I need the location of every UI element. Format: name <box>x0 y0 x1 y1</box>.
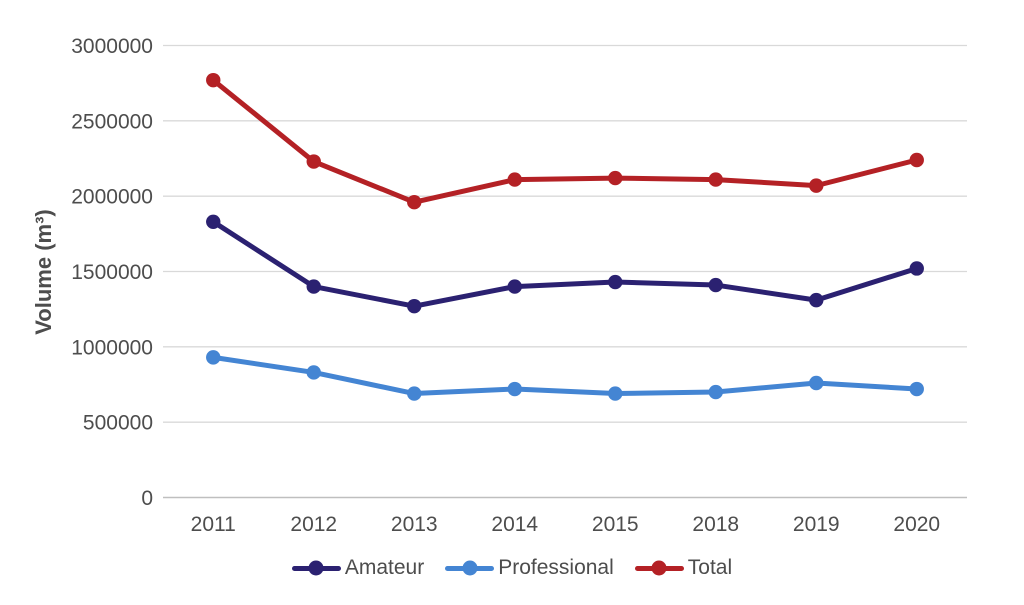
data-point-total <box>708 172 723 187</box>
data-point-professional <box>809 375 824 391</box>
x-tick-label: 2013 <box>391 513 438 536</box>
data-point-professional <box>909 381 924 397</box>
series-line-amateur <box>210 219 920 309</box>
y-tick-label: 2500000 <box>71 110 153 133</box>
y-tick-label: 3000000 <box>71 35 153 58</box>
data-point-professional <box>507 381 522 397</box>
data-point-total <box>608 170 623 186</box>
legend-marker-icon <box>291 560 341 576</box>
data-point-professional <box>306 365 321 380</box>
legend-label: Total <box>687 556 733 579</box>
series-line-total <box>210 77 920 205</box>
x-tick-label: 2019 <box>793 513 840 536</box>
data-point-professional <box>407 386 422 401</box>
data-point-total <box>909 152 924 168</box>
data-point-amateur <box>809 292 824 308</box>
x-tick-label: 2014 <box>491 513 538 536</box>
data-point-professional <box>708 384 723 400</box>
y-tick-label: 2000000 <box>71 186 153 209</box>
y-tick-label: 500000 <box>83 412 153 435</box>
x-tick-label: 2011 <box>191 513 236 536</box>
data-point-professional <box>206 350 221 365</box>
x-tick-label: 2020 <box>893 513 940 536</box>
legend-marker-icon <box>445 560 495 576</box>
legend-item-professional: Professional <box>445 556 614 580</box>
y-tick-label: 1500000 <box>71 261 153 284</box>
x-tick-label: 2018 <box>692 513 739 536</box>
legend-item-amateur: Amateur <box>291 556 425 580</box>
data-point-total <box>809 178 824 193</box>
y-axis-title: Volume (m³) <box>31 209 56 335</box>
legend-item-total: Total <box>634 556 733 580</box>
data-point-amateur <box>206 214 221 229</box>
data-point-amateur <box>708 277 723 293</box>
legend-dot-icon <box>651 560 667 576</box>
data-point-amateur <box>407 298 422 314</box>
data-point-professional <box>608 386 623 401</box>
legend-marker-icon <box>634 560 684 576</box>
legend-dot-icon <box>462 560 478 576</box>
y-tick-label: 0 <box>141 487 153 510</box>
data-point-total <box>306 154 321 169</box>
legend-dot-icon <box>308 560 324 576</box>
data-point-amateur <box>608 274 623 290</box>
x-tick-label: 2012 <box>290 513 337 536</box>
y-tick-label: 1000000 <box>71 336 153 359</box>
series-line-professional <box>210 354 920 397</box>
x-tick-label: 2015 <box>592 513 639 536</box>
legend-label: Amateur <box>344 556 425 579</box>
data-point-total <box>407 194 422 210</box>
legend-label: Professional <box>498 556 614 579</box>
data-point-amateur <box>507 279 522 294</box>
data-point-total <box>507 172 522 187</box>
legend: Amateur Professional Total <box>0 556 1024 580</box>
data-point-amateur <box>909 261 924 276</box>
data-point-total <box>206 72 221 88</box>
data-point-amateur <box>306 279 321 294</box>
